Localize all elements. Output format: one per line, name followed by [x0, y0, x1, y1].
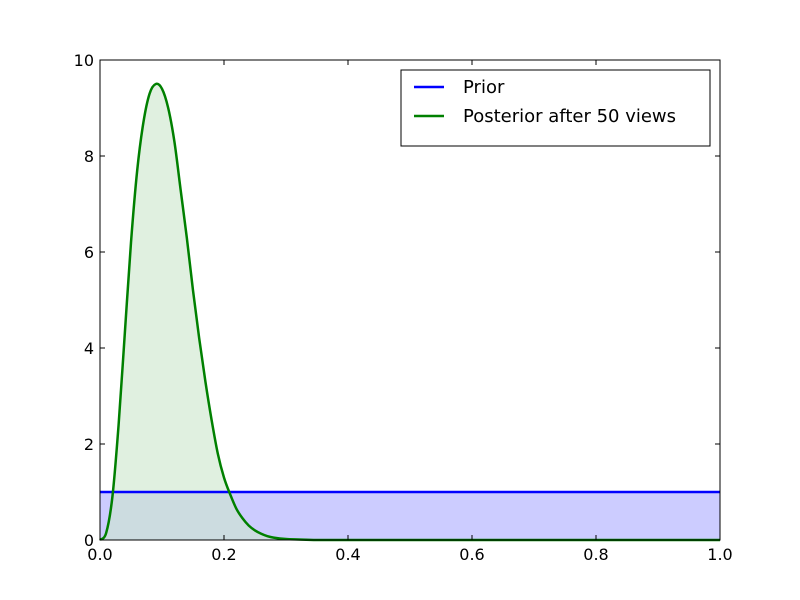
legend: Prior Posterior after 50 views: [400, 69, 711, 147]
y-tick-label: 0: [84, 531, 94, 550]
legend-box: [400, 69, 711, 147]
x-tick-label: 0.8: [583, 545, 608, 564]
series-fill-prior: [100, 492, 720, 540]
x-tick-label: 1.0: [707, 545, 732, 564]
legend-label-posterior-after-50-views: Posterior after 50 views: [463, 106, 676, 127]
y-tick-label: 6: [84, 243, 94, 262]
x-tick-label: 0.2: [211, 545, 236, 564]
x-tick-label: 0.6: [459, 545, 484, 564]
y-tick-label: 10: [74, 51, 94, 70]
x-tick-label: 0.4: [335, 545, 360, 564]
legend-label-prior: Prior: [463, 77, 505, 98]
plot-frame: [99, 59, 721, 541]
y-tick-label: 4: [84, 339, 94, 358]
x-tick-label: 0.0: [87, 545, 112, 564]
series-fill-posterior-after-50-views: [100, 83, 720, 541]
plot-area: 0.0 0.2 0.4 0.6 0.8 1.0 0 2 4 6 8 10: [74, 51, 733, 564]
y-tick-label: 2: [84, 435, 94, 454]
y-tick-label: 8: [84, 147, 94, 166]
